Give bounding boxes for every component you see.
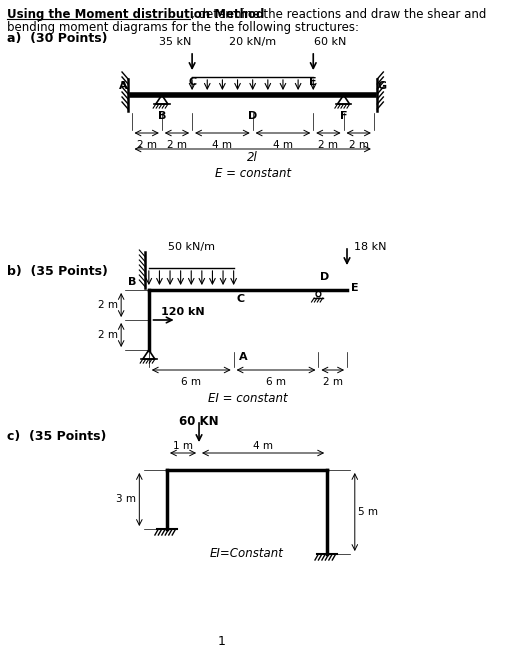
Text: A: A [239, 352, 247, 362]
Text: E: E [351, 283, 359, 293]
Text: 5 m: 5 m [358, 507, 378, 517]
Text: D: D [248, 111, 258, 121]
Text: 2 m: 2 m [97, 330, 117, 340]
Text: C: C [236, 294, 244, 304]
Text: 3 m: 3 m [116, 495, 136, 505]
Text: 6 m: 6 m [266, 377, 286, 387]
Text: A: A [119, 81, 127, 91]
Text: EI = constant: EI = constant [208, 392, 288, 405]
Text: 1: 1 [218, 635, 226, 648]
Text: 35 kN: 35 kN [159, 37, 191, 47]
Text: 2 m: 2 m [136, 140, 156, 150]
Text: B: B [128, 277, 137, 287]
Text: 60 kN: 60 kN [314, 37, 347, 47]
Text: bending moment diagrams for the the following structures:: bending moment diagrams for the the foll… [7, 21, 359, 34]
Text: 4 m: 4 m [273, 140, 293, 150]
Text: C: C [188, 77, 196, 87]
Text: b)  (35 Points): b) (35 Points) [7, 265, 108, 278]
Text: B: B [157, 111, 166, 121]
Text: , determine the reactions and draw the shear and: , determine the reactions and draw the s… [191, 8, 487, 21]
Text: 60 KN: 60 KN [179, 415, 219, 428]
Text: 2 m: 2 m [97, 300, 117, 310]
Text: Using the Moment distribution Method: Using the Moment distribution Method [7, 8, 264, 21]
Text: c)  (35 Points): c) (35 Points) [7, 430, 106, 443]
Text: 4 m: 4 m [212, 140, 232, 150]
Text: G: G [378, 81, 387, 91]
Text: E: E [309, 77, 317, 87]
Text: 50 kN/m: 50 kN/m [168, 242, 215, 252]
Text: 120 kN: 120 kN [161, 307, 205, 317]
Text: 2l: 2l [247, 151, 258, 164]
Text: 1 m: 1 m [173, 441, 193, 451]
Text: a)  (30 Points): a) (30 Points) [7, 32, 107, 45]
Text: EI=Constant: EI=Constant [210, 547, 284, 560]
Text: 2 m: 2 m [323, 377, 343, 387]
Text: D: D [320, 272, 329, 282]
Text: 2 m: 2 m [319, 140, 339, 150]
Text: 6 m: 6 m [181, 377, 201, 387]
Text: 20 kN/m: 20 kN/m [229, 37, 276, 47]
Text: 4 m: 4 m [253, 441, 273, 451]
Text: 2 m: 2 m [349, 140, 369, 150]
Text: 2 m: 2 m [167, 140, 187, 150]
Text: F: F [340, 111, 347, 121]
Text: 18 kN: 18 kN [354, 242, 386, 252]
Text: E = constant: E = constant [214, 167, 291, 180]
